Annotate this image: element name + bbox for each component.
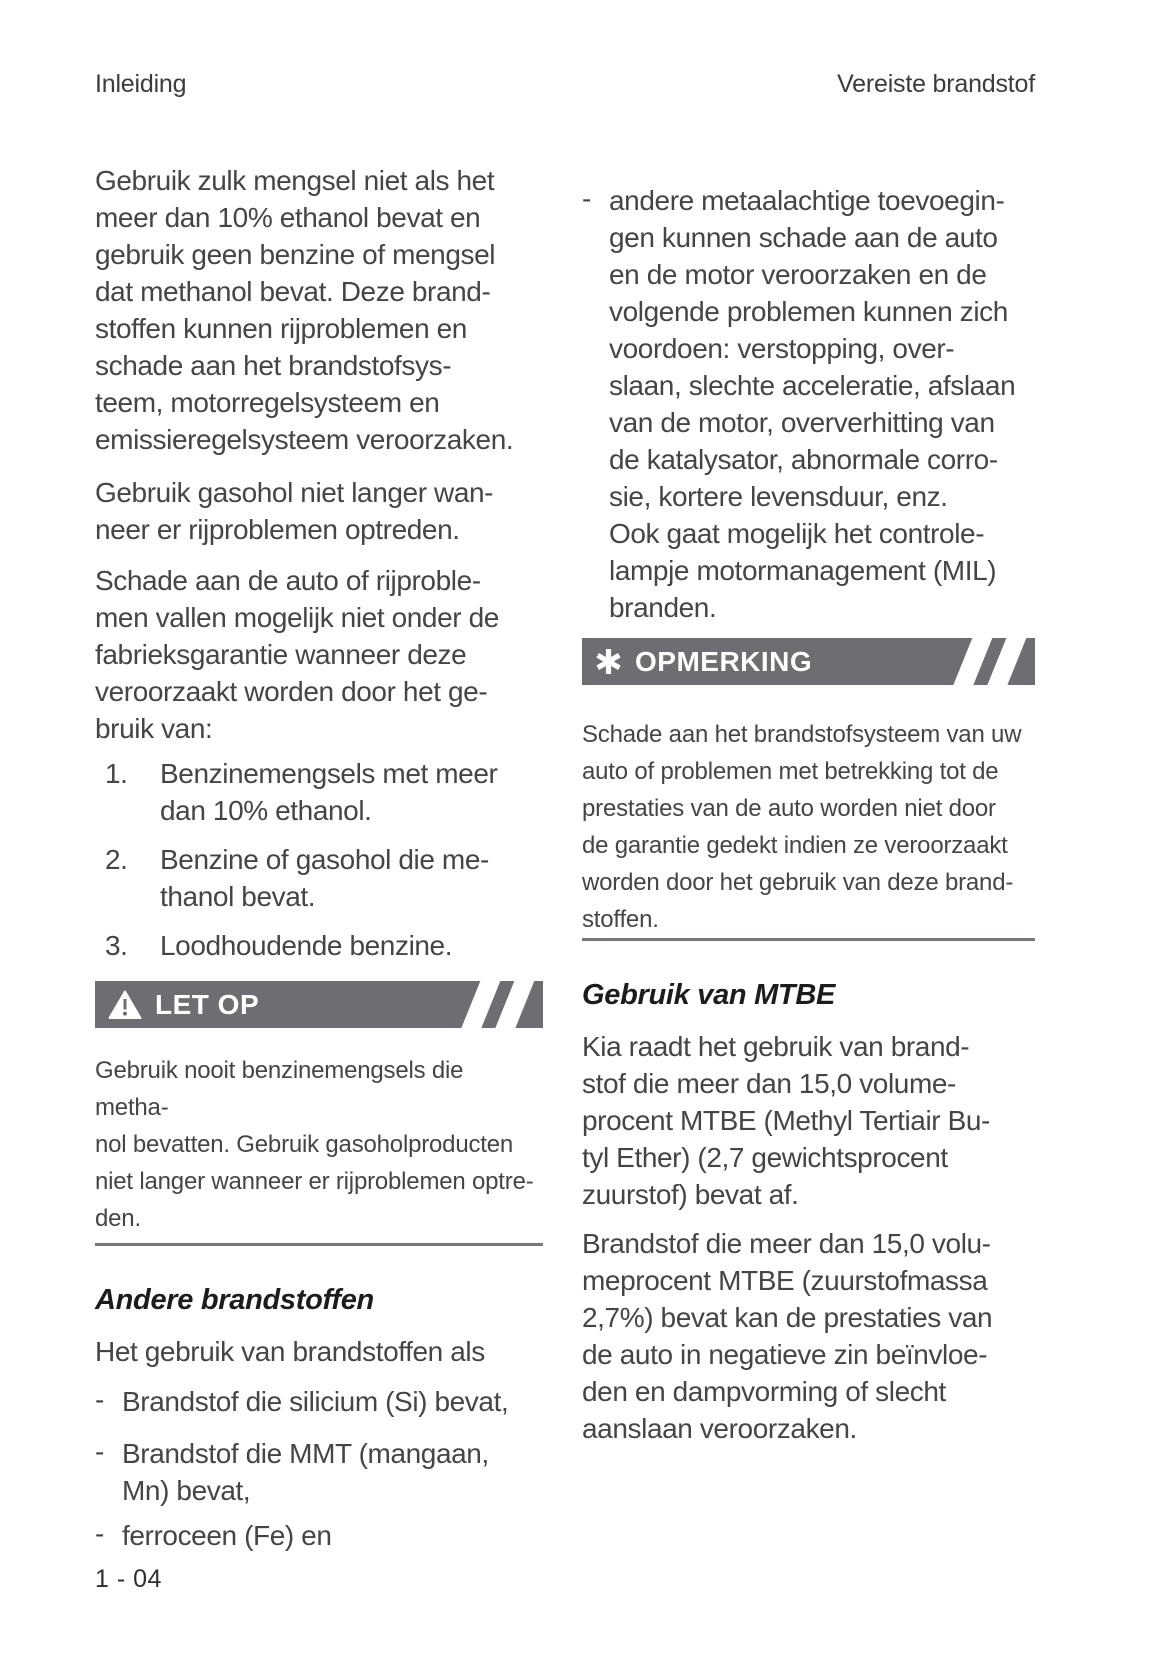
bullet-item: - andere metaalachtige toevoegin- gen ku… xyxy=(582,182,1035,626)
running-header-left: Inleiding xyxy=(95,70,187,98)
left-column: Gebruik zulk mengsel niet als het meer d… xyxy=(95,162,543,1554)
list-item: 1. Benzinemengsels met meer dan 10% etha… xyxy=(95,755,543,829)
list-item-number: 3. xyxy=(105,930,128,961)
list-item-text: Benzinemengsels met meer dan 10% ethanol… xyxy=(160,758,498,826)
bullet-text: andere metaalachtige toevoegin- gen kunn… xyxy=(609,185,1016,623)
bar-stripe xyxy=(985,638,1029,685)
running-header-right: Vereiste brandstof xyxy=(837,70,1035,98)
caution-box-header: LET OP xyxy=(95,981,543,1028)
right-column: - andere metaalachtige toevoegin- gen ku… xyxy=(582,182,1035,1447)
bullet-item: - ferroceen (Fe) en xyxy=(95,1517,543,1554)
bullet-item: - Brandstof die MMT (mangaan, Mn) bevat, xyxy=(95,1435,543,1509)
bullet-marker: - xyxy=(95,1436,104,1467)
section-divider xyxy=(582,938,1035,941)
bullet-text: Brandstof die silicium (Si) bevat, xyxy=(122,1386,509,1417)
asterisk-icon xyxy=(595,648,622,675)
paragraph: Gebruik gasohol niet langer wan- neer er… xyxy=(95,477,494,545)
list-item: 2. Benzine of gasohol die me- thanol bev… xyxy=(95,841,543,915)
section-intro: Het gebruik van brandstoffen als xyxy=(95,1336,485,1367)
running-header: Inleiding Vereiste brandstof xyxy=(95,70,1035,99)
numbered-list: 1. Benzinemengsels met meer dan 10% etha… xyxy=(95,755,543,964)
note-box-title: OPMERKING xyxy=(635,645,813,677)
section-divider xyxy=(95,1243,543,1246)
bar-stripe xyxy=(493,981,537,1028)
section-title: Gebruik van MTBE xyxy=(582,979,836,1011)
bullet-text: ferroceen (Fe) en xyxy=(122,1520,332,1551)
paragraph: Gebruik zulk mengsel niet als het meer d… xyxy=(95,165,514,455)
paragraph: Kia raadt het gebruik van brand- stof di… xyxy=(582,1031,990,1210)
caution-box-title: LET OP xyxy=(155,988,260,1020)
bullet-marker: - xyxy=(95,1518,104,1549)
bar-stripe xyxy=(951,638,995,685)
paragraph: Brandstof die meer dan 15,0 volu- meproc… xyxy=(582,1228,993,1444)
list-item: 3. Loodhoudende benzine. xyxy=(95,927,543,964)
page-number: 1 - 04 xyxy=(95,1565,162,1593)
bullet-marker: - xyxy=(95,1384,104,1415)
section-title: Andere brandstoffen xyxy=(95,1284,374,1316)
bullet-item: - Brandstof die silicium (Si) bevat, xyxy=(95,1383,543,1420)
list-item-text: Benzine of gasohol die me- thanol bevat. xyxy=(160,844,489,912)
bullet-list: - Brandstof die silicium (Si) bevat, - B… xyxy=(95,1383,543,1554)
note-box-header: OPMERKING xyxy=(582,638,1035,685)
caution-box-body: Gebruik nooit benzinemengsels die metha-… xyxy=(95,1057,534,1232)
paragraph: Schade aan de auto of rijproble- men val… xyxy=(95,565,499,744)
list-item-number: 1. xyxy=(105,758,128,789)
list-item-text: Loodhoudende benzine. xyxy=(160,930,453,961)
bullet-text: Brandstof die MMT (mangaan, Mn) bevat, xyxy=(122,1438,489,1506)
bullet-marker: - xyxy=(582,183,591,214)
bar-stripe xyxy=(459,981,503,1028)
warning-triangle-icon xyxy=(108,990,142,1020)
note-box-body: Schade aan het brandstofsysteem van uw a… xyxy=(582,721,1022,933)
list-item-number: 2. xyxy=(105,844,128,875)
